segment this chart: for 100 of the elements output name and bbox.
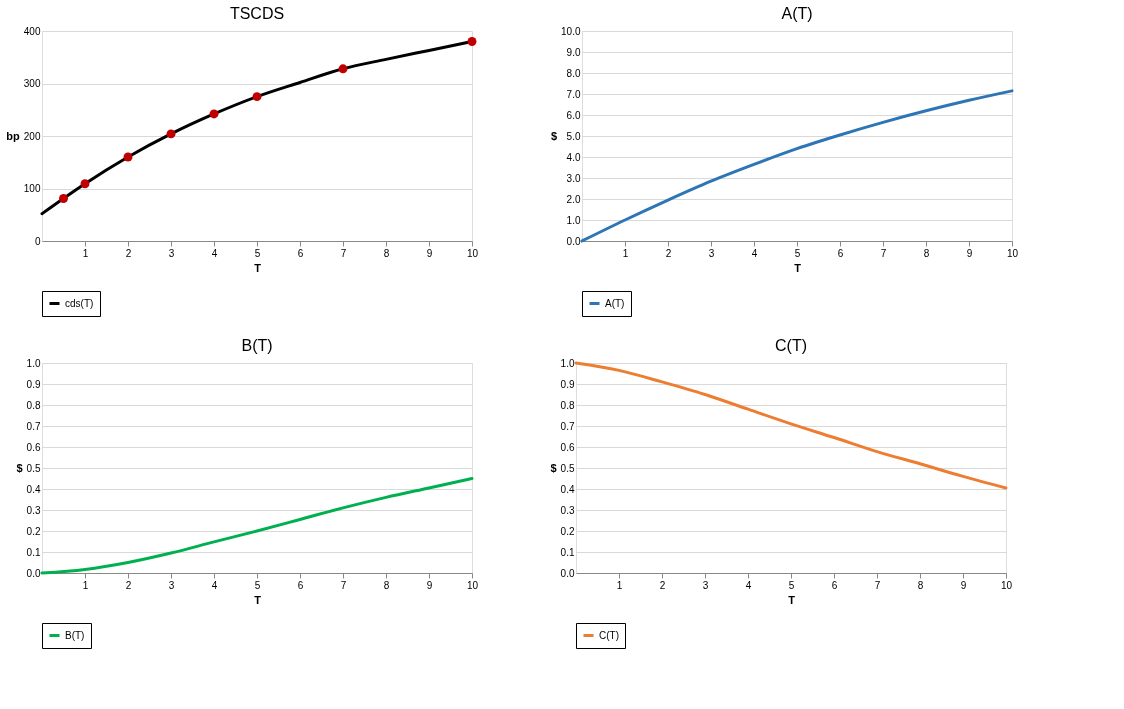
y-axis-title: $ — [550, 129, 558, 142]
legend-label: A(T) — [605, 297, 625, 309]
x-tick-label: 5 — [254, 579, 261, 591]
point — [338, 64, 348, 74]
y-tick-label: 0.7 — [560, 420, 575, 432]
y-tick-label: 4.0 — [566, 151, 581, 163]
y-tick-label: 5.0 — [566, 130, 581, 142]
y-tick-label: 3.0 — [566, 172, 581, 184]
point — [59, 194, 68, 203]
y-tick-label: 0.9 — [560, 378, 575, 390]
y-tick-label: 0.0 — [560, 567, 575, 579]
x-tick-label: 4 — [751, 247, 758, 259]
line-series — [574, 361, 1008, 490]
y-tick-label: 0.3 — [560, 504, 575, 516]
point — [252, 92, 262, 102]
x-tick-label: 8 — [383, 247, 390, 259]
y-tick-label: 0.8 — [560, 399, 575, 411]
y-tick-label: 0.6 — [26, 441, 41, 453]
x-tick-label: 4 — [211, 579, 218, 591]
y-tick-label: 9.0 — [566, 46, 581, 58]
y-tick-label: 0.0 — [566, 235, 581, 247]
y-tick-label: 1.0 — [26, 357, 41, 369]
line-series — [580, 89, 1014, 243]
x-tick-label: 4 — [745, 579, 752, 591]
y-axis-title: $ — [16, 461, 23, 474]
x-tick-label: 9 — [966, 247, 973, 259]
x-tick-label: 5 — [254, 247, 261, 259]
x-tick-label: 7 — [874, 579, 881, 591]
x-tick-label: 7 — [880, 247, 887, 259]
y-tick-label: 0 — [34, 235, 41, 247]
x-tick-label: 9 — [960, 579, 967, 591]
y-tick-label: 6.0 — [566, 109, 581, 121]
chart-title: C(T) — [775, 337, 807, 354]
x-tick-label: 2 — [659, 579, 666, 591]
y-tick-label: 0.1 — [26, 546, 41, 558]
chart-title: TSCDS — [229, 5, 285, 22]
y-tick-label: 0.9 — [26, 378, 41, 390]
y-tick-label: 7.0 — [566, 88, 581, 100]
legend-label: C(T) — [599, 629, 619, 641]
y-tick-label: 100 — [23, 183, 41, 194]
x-tick-label: 6 — [297, 579, 304, 591]
x-tick-label: 3 — [702, 579, 709, 591]
y-tick-label: 0.0 — [26, 567, 41, 579]
y-tick-label: 0.4 — [560, 483, 575, 495]
y-tick-label: 0.8 — [26, 399, 41, 411]
y-tick-label: 0.5 — [560, 462, 575, 474]
x-tick-label: 10 — [1000, 579, 1013, 591]
x-tick-label: 1 — [622, 247, 629, 259]
y-tick-label: 10.0 — [561, 25, 581, 37]
x-axis-title: T — [794, 261, 802, 274]
x-tick-label: 7 — [340, 247, 347, 259]
line-series — [40, 477, 474, 575]
y-tick-label: 0.1 — [560, 546, 575, 558]
y-tick-label: 0.6 — [560, 441, 575, 453]
x-tick-label: 2 — [125, 247, 132, 259]
x-tick-label: 6 — [837, 247, 844, 259]
y-tick-label: 1.0 — [566, 214, 581, 226]
x-tick-label: 1 — [82, 247, 89, 259]
y-tick-label: 400 — [23, 25, 41, 37]
x-tick-label: 8 — [923, 247, 930, 259]
x-tick-label: 7 — [340, 579, 347, 591]
x-tick-label: 4 — [211, 247, 218, 259]
x-axis-title: T — [254, 261, 262, 274]
y-tick-label: 300 — [23, 78, 41, 89]
point — [80, 179, 90, 189]
chart-title: B(T) — [241, 337, 273, 354]
chart-title: A(T) — [781, 5, 813, 22]
y-tick-label: 0.4 — [26, 483, 41, 495]
x-tick-label: 6 — [297, 247, 304, 259]
x-tick-label: 10 — [466, 247, 479, 259]
legend-label: B(T) — [65, 629, 85, 641]
y-tick-label: 200 — [23, 130, 41, 142]
x-tick-label: 10 — [1006, 247, 1019, 259]
y-tick-label: 0.3 — [26, 504, 41, 516]
y-tick-label: 0.7 — [26, 420, 41, 432]
x-tick-label: 3 — [168, 247, 175, 259]
x-tick-label: 2 — [665, 247, 672, 259]
x-tick-label: 3 — [708, 247, 715, 259]
x-tick-label: 10 — [466, 579, 479, 591]
x-tick-label: 5 — [788, 579, 795, 591]
point — [123, 152, 133, 162]
x-tick-label: 9 — [426, 247, 433, 259]
y-tick-label: 2.0 — [566, 193, 581, 205]
x-tick-label: 8 — [917, 579, 924, 591]
legend-label: cds(T) — [65, 297, 94, 309]
x-tick-label: 6 — [831, 579, 838, 591]
x-tick-label: 3 — [168, 579, 175, 591]
x-axis-title: T — [254, 593, 262, 606]
point — [467, 37, 477, 46]
y-tick-label: 0.2 — [560, 525, 575, 537]
x-tick-label: 1 — [616, 579, 623, 591]
x-tick-label: 8 — [383, 579, 390, 591]
point — [209, 109, 219, 119]
y-axis-title: bp — [6, 129, 21, 142]
x-axis-title: T — [788, 593, 796, 606]
x-tick-label: 9 — [426, 579, 433, 591]
y-tick-label: 8.0 — [566, 67, 581, 79]
y-axis-title: $ — [550, 461, 557, 474]
x-tick-label: 2 — [125, 579, 132, 591]
x-tick-label: 5 — [794, 247, 801, 259]
